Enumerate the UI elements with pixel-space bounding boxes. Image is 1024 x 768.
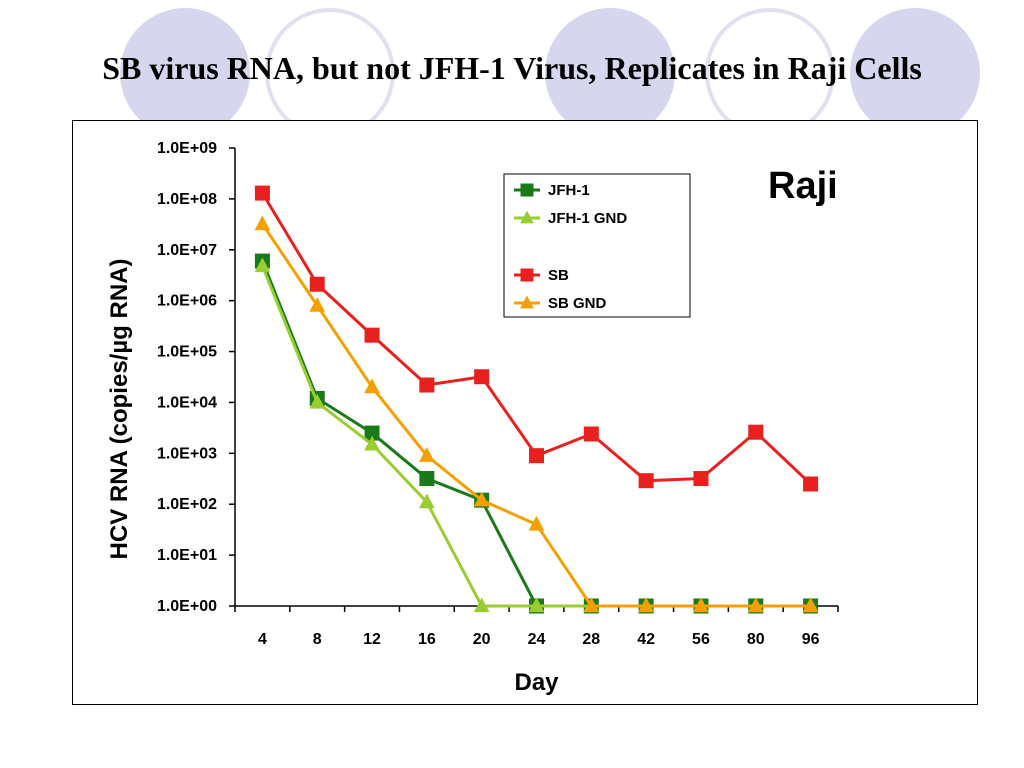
data-point-sb-gnd — [802, 597, 819, 613]
legend: JFH-1 JFH-1 GND SB SB GND — [503, 173, 691, 318]
legend-swatch-marker — [520, 295, 534, 309]
x-tick-label: 12 — [363, 631, 381, 648]
data-point-sb — [583, 426, 599, 442]
data-point-jfh-1-gnd — [473, 597, 490, 613]
legend-swatch-marker — [520, 268, 534, 282]
data-point-sb-gnd — [419, 447, 435, 462]
y-tick-label: 1.0E+07 — [157, 242, 217, 259]
decorative-circle — [545, 8, 675, 138]
y-tick-label: 1.0E+05 — [157, 344, 217, 361]
x-tick-label: 20 — [473, 631, 491, 648]
y-tick-label: 1.0E+02 — [157, 496, 217, 513]
legend-item-jfh-1-gnd: JFH-1 GND — [514, 210, 627, 227]
legend-swatch-marker — [520, 183, 534, 197]
data-point-sb-gnd — [473, 491, 490, 507]
legend-swatch-marker — [520, 210, 534, 224]
data-point-sb-gnd — [693, 597, 709, 613]
data-point-sb-gnd — [528, 515, 545, 531]
y-tick-label: 1.0E+03 — [157, 445, 217, 462]
legend-label: JFH-1 GND — [548, 210, 627, 227]
data-point-jfh-1-gnd — [309, 393, 326, 409]
y-tick-label: 1.0E+04 — [157, 394, 217, 411]
x-tick-label: 56 — [692, 631, 710, 648]
x-tick-label: 8 — [313, 631, 322, 648]
data-point-jfh-1-gnd — [528, 597, 545, 613]
data-point-sb-gnd — [583, 597, 600, 613]
x-tick-label: 28 — [582, 631, 600, 648]
x-tick-label: 16 — [418, 631, 436, 648]
data-point-sb — [474, 369, 490, 385]
data-point-sb-gnd — [747, 597, 764, 613]
data-point-jfh-1-gnd — [419, 493, 435, 509]
panel-label: Raji — [768, 165, 838, 207]
legend-item-jfh-1: JFH-1 — [514, 182, 590, 199]
slide-title: SB virus RNA, but not JFH-1 Virus, Repli… — [102, 50, 922, 86]
series-sb — [254, 185, 819, 492]
legend-item-sb: SB — [514, 267, 569, 284]
data-point-jfh-1-gnd — [254, 257, 271, 273]
legend-box — [503, 173, 691, 318]
y-axis-title: HCV RNA (copies/µg RNA) — [106, 259, 133, 560]
y-tick-label: 1.0E+06 — [157, 293, 217, 310]
data-point-sb — [693, 471, 709, 487]
x-axis-title: Day — [514, 669, 559, 696]
chart: 1.0E+00 1.0E+01 1.0E+02 1.0E+03 1.0E+04 1.0E+… — [106, 140, 839, 696]
y-tick-label: 1.0E+08 — [157, 191, 217, 208]
legend-label: JFH-1 — [548, 182, 590, 199]
series-layer — [254, 185, 819, 614]
data-point-sb — [364, 327, 380, 343]
legend-label: SB — [548, 267, 569, 284]
data-point-sb-gnd — [638, 597, 654, 613]
y-axis: 1.0E+00 1.0E+01 1.0E+02 1.0E+03 1.0E+04 1.0E+… — [157, 140, 236, 615]
data-point-sb-gnd — [364, 378, 380, 394]
x-tick-label: 42 — [637, 631, 655, 648]
data-point-sb — [529, 448, 544, 464]
y-tick-label: 1.0E+00 — [157, 598, 217, 615]
series-sb-gnd — [254, 215, 819, 613]
data-point-sb-gnd — [309, 296, 326, 312]
x-tick-label: 96 — [802, 631, 820, 648]
x-tick-label: 24 — [528, 631, 546, 648]
x-tick-label: 4 — [258, 631, 267, 648]
legend-label: SB GND — [548, 295, 607, 312]
data-point-jfh-1 — [419, 471, 435, 487]
x-tick-label: 80 — [747, 631, 765, 648]
y-tick-label: 1.0E+09 — [157, 140, 217, 157]
data-point-sb — [419, 377, 435, 393]
decorative-circle — [120, 8, 250, 138]
data-point-jfh-1-gnd — [364, 435, 380, 451]
decorative-circle — [850, 8, 980, 138]
data-point-sb — [748, 424, 764, 440]
legend-item-sb-gnd: SB GND — [514, 295, 607, 312]
data-point-sb — [803, 476, 819, 492]
y-tick-label: 1.0E+01 — [157, 547, 217, 564]
data-point-sb — [309, 276, 325, 292]
data-point-sb — [638, 473, 654, 489]
data-point-sb — [254, 185, 270, 201]
data-point-sb-gnd — [254, 215, 271, 231]
